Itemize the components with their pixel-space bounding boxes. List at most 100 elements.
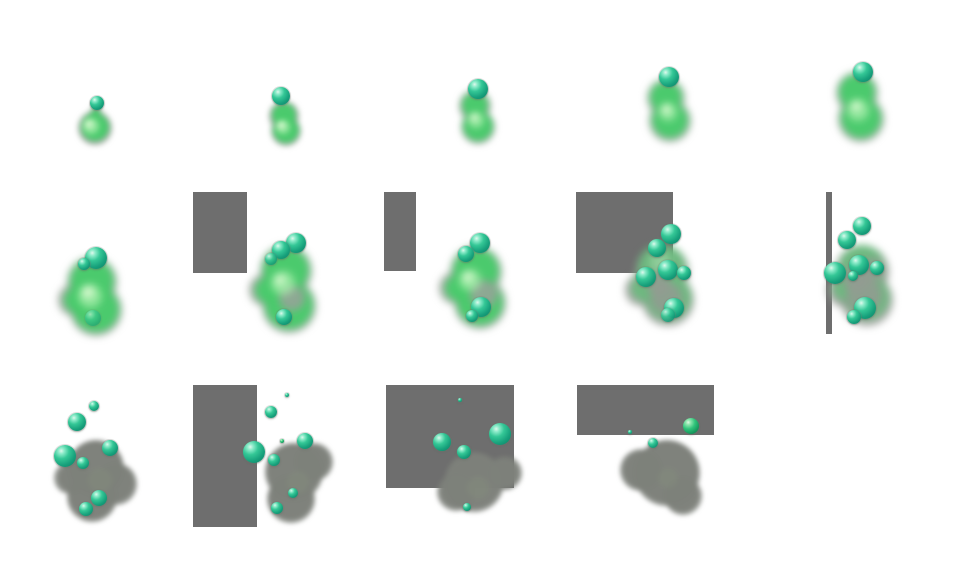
smoke-lobe: [78, 111, 112, 145]
smoke-lobe: [468, 112, 484, 128]
bubble: [628, 430, 632, 434]
bubble: [658, 260, 678, 280]
bubble: [265, 253, 277, 265]
bubble: [648, 438, 658, 448]
smoke-lobe: [83, 118, 99, 134]
smoke-lobe: [827, 273, 861, 307]
smoke-lobe: [647, 79, 685, 117]
smoke-lobe: [646, 271, 670, 295]
smoke-lobe: [488, 456, 522, 490]
bubble: [276, 309, 292, 325]
smoke-lobe: [265, 443, 323, 501]
smoke-lobe: [273, 117, 299, 143]
smoke-lobe: [90, 106, 102, 118]
bubble: [838, 231, 856, 249]
smoke-lobe: [275, 275, 285, 285]
bubble: [848, 271, 858, 281]
smoke-lobe: [64, 287, 90, 313]
smoke-lobe: [295, 443, 333, 481]
smoke-lobe: [439, 272, 471, 304]
smoke-lobe: [54, 462, 86, 494]
smoke-lobe: [839, 245, 885, 291]
bubble: [272, 241, 290, 259]
bubble: [288, 488, 298, 498]
smoke-lobe: [638, 244, 686, 292]
smoke-lobe: [70, 441, 122, 493]
smoke-lobe: [67, 257, 117, 307]
smoke-lobe: [470, 280, 498, 308]
bubble: [79, 502, 93, 516]
bubble: [68, 413, 86, 431]
smoke-lobe: [81, 113, 109, 141]
bubble: [468, 79, 488, 99]
smoke-lobe: [645, 274, 691, 320]
smoke-lobe: [841, 274, 893, 326]
smoke-lobe: [658, 468, 678, 488]
smoke-lobe: [845, 275, 889, 319]
smoke-lobe: [462, 92, 488, 118]
smoke-lobe: [841, 98, 881, 138]
bubble: [54, 445, 76, 467]
bubble: [243, 441, 265, 463]
bubble: [458, 246, 474, 262]
smoke-lobe: [58, 284, 90, 316]
smoke-lobe: [489, 458, 519, 488]
bubble: [271, 502, 283, 514]
smoke-lobe: [463, 272, 473, 282]
bubble: [285, 393, 289, 397]
gray-block: [193, 385, 257, 527]
bubble: [659, 67, 679, 87]
smoke-lobe: [634, 440, 700, 506]
bubble: [677, 266, 691, 280]
smoke-lobe: [58, 464, 86, 492]
smoke-lobe: [453, 248, 499, 294]
bubble: [470, 233, 490, 253]
bubble: [280, 439, 284, 443]
smoke-lobe: [650, 81, 682, 113]
smoke-lobe: [287, 471, 309, 493]
smoke-lobe: [279, 285, 305, 311]
bubble: [78, 258, 90, 270]
gray-block: [386, 385, 514, 488]
smoke-lobe: [440, 474, 474, 508]
smoke-lobe: [454, 277, 506, 329]
bubble: [849, 255, 869, 275]
smoke-lobe: [272, 103, 296, 127]
smoke-lobe: [463, 111, 493, 141]
smoke-lobe: [631, 275, 657, 301]
bubble: [458, 398, 462, 402]
smoke-lobe: [67, 472, 117, 522]
bubble: [265, 406, 277, 418]
smoke-lobe: [70, 284, 122, 336]
smoke-lobe: [265, 281, 313, 329]
smoke-lobe: [85, 120, 93, 128]
bubble: [661, 308, 675, 322]
gray-block: [384, 192, 416, 271]
smoke-lobe: [636, 441, 698, 503]
smoke-lobe: [665, 478, 699, 512]
bubble: [854, 297, 876, 319]
smoke-lobe: [842, 264, 870, 292]
smoke-lobe: [263, 247, 309, 293]
bubble: [463, 503, 471, 511]
bubble: [636, 267, 656, 287]
smoke-lobe: [459, 90, 491, 122]
bubble: [286, 233, 306, 253]
